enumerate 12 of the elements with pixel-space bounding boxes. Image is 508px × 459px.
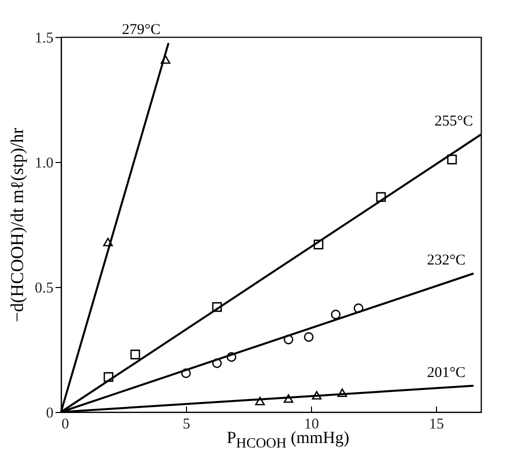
series-label: 232°C: [426, 252, 466, 268]
x-tick-label: 5: [182, 416, 190, 432]
y-tick-label: 0: [46, 406, 54, 422]
y-tick-label: 1.0: [34, 156, 54, 172]
series-label: 201°C: [426, 364, 466, 381]
y-axis-title: −d(HCOOH)/dt mℓ(stp)/hr: [6, 128, 27, 322]
y-tick-label: 0.5: [34, 280, 54, 296]
series-label: 279°C: [122, 22, 160, 38]
y-tick-label: 1.5: [34, 30, 54, 46]
x-tick-label: 15: [429, 416, 444, 432]
x-tick-label: 0: [62, 416, 69, 432]
series-label: 255°C: [434, 114, 473, 130]
